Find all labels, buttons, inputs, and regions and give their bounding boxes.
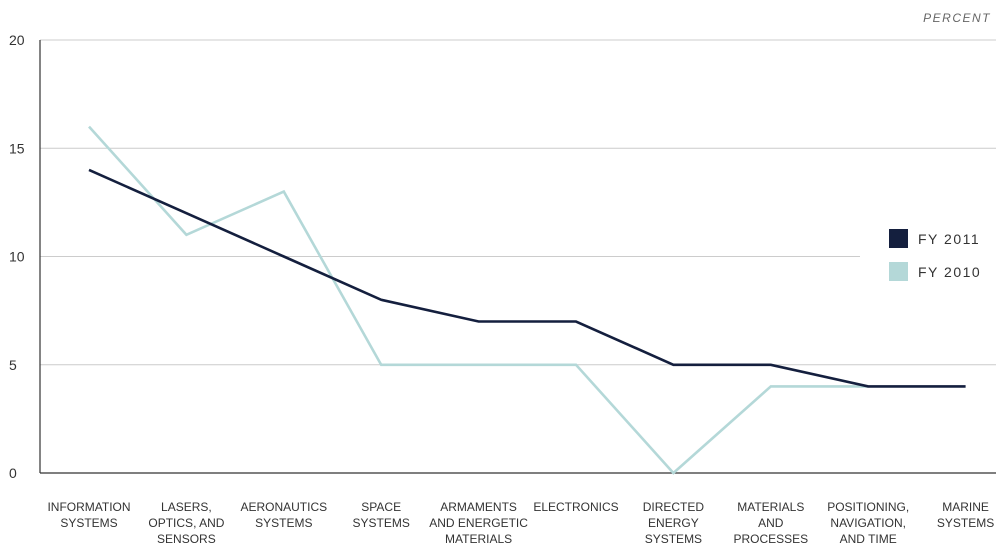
x-category-label-line: MATERIALS — [445, 532, 512, 546]
x-category-label-line: NAVIGATION, — [830, 516, 906, 530]
x-category-label: DIRECTED ENERGY SYSTEMS — [643, 500, 705, 546]
x-category-label-line: LASERS, — [161, 500, 212, 514]
y-tick-label: 0 — [9, 465, 17, 481]
legend-label: FY 2011 — [918, 231, 980, 247]
legend-swatch — [889, 229, 908, 248]
x-category-label-line: SYSTEMS — [353, 516, 410, 530]
legend-swatch — [889, 262, 908, 281]
x-category-label: INFORMATION SYSTEMS — [47, 500, 130, 530]
y-tick-label: 10 — [9, 249, 25, 265]
x-category-label-line: ELECTRONICS — [533, 500, 618, 514]
x-category-label: MARINE SYSTEMS — [937, 500, 994, 530]
unit-label: PERCENT — [923, 11, 991, 25]
y-tick-label: 20 — [9, 32, 25, 48]
y-axis-ticks: 0 5 10 15 20 — [9, 32, 25, 481]
x-category-label: SPACE SYSTEMS — [353, 500, 410, 530]
series-line-fy-2011 — [88, 168, 966, 388]
series-lines — [88, 125, 966, 475]
x-category-label-line: MATERIALS — [737, 500, 804, 514]
x-category-label-line: SYSTEMS — [60, 516, 117, 530]
x-category-label-line: ARMAMENTS — [440, 500, 517, 514]
gridlines — [39, 39, 996, 474]
x-category-label-line: PROCESSES — [733, 532, 808, 546]
x-category-label-line: MARINE — [942, 500, 989, 514]
x-category-label-line: AERONAUTICS — [240, 500, 327, 514]
x-category-label: POSITIONING, NAVIGATION, AND TIME — [827, 500, 909, 546]
y-tick-label: 15 — [9, 140, 25, 156]
y-tick-label: 5 — [9, 357, 17, 373]
x-category-label-line: AND ENERGETIC — [429, 516, 528, 530]
x-category-label: ARMAMENTS AND ENERGETIC MATERIALS — [429, 500, 528, 546]
series-line-fy-2010 — [88, 125, 869, 475]
x-category-label-line: ENERGY — [648, 516, 699, 530]
x-category-label: MATERIALS AND PROCESSES — [733, 500, 808, 546]
x-category-label-line: AND TIME — [840, 532, 897, 546]
x-category-label-line: SENSORS — [157, 532, 216, 546]
x-category-label-line: SPACE — [361, 500, 401, 514]
x-category-label-line: AND — [758, 516, 784, 530]
x-axis-category-labels: INFORMATION SYSTEMS LASERS, OPTICS, AND SENS… — [47, 500, 994, 546]
x-category-label-line: OPTICS, AND — [148, 516, 224, 530]
x-category-label-line: SYSTEMS — [937, 516, 994, 530]
x-category-label-line: SYSTEMS — [255, 516, 312, 530]
legend-label: FY 2010 — [918, 264, 981, 280]
x-category-label-line: DIRECTED — [643, 500, 705, 514]
x-category-label-line: INFORMATION — [47, 500, 130, 514]
legend: FY 2011 FY 2010 — [889, 229, 981, 281]
x-category-label: AERONAUTICS SYSTEMS — [240, 500, 327, 530]
x-category-label-line: SYSTEMS — [645, 532, 702, 546]
x-category-label: LASERS, OPTICS, AND SENSORS — [148, 500, 224, 546]
x-category-label: ELECTRONICS — [533, 500, 618, 514]
x-category-label-line: POSITIONING, — [827, 500, 909, 514]
